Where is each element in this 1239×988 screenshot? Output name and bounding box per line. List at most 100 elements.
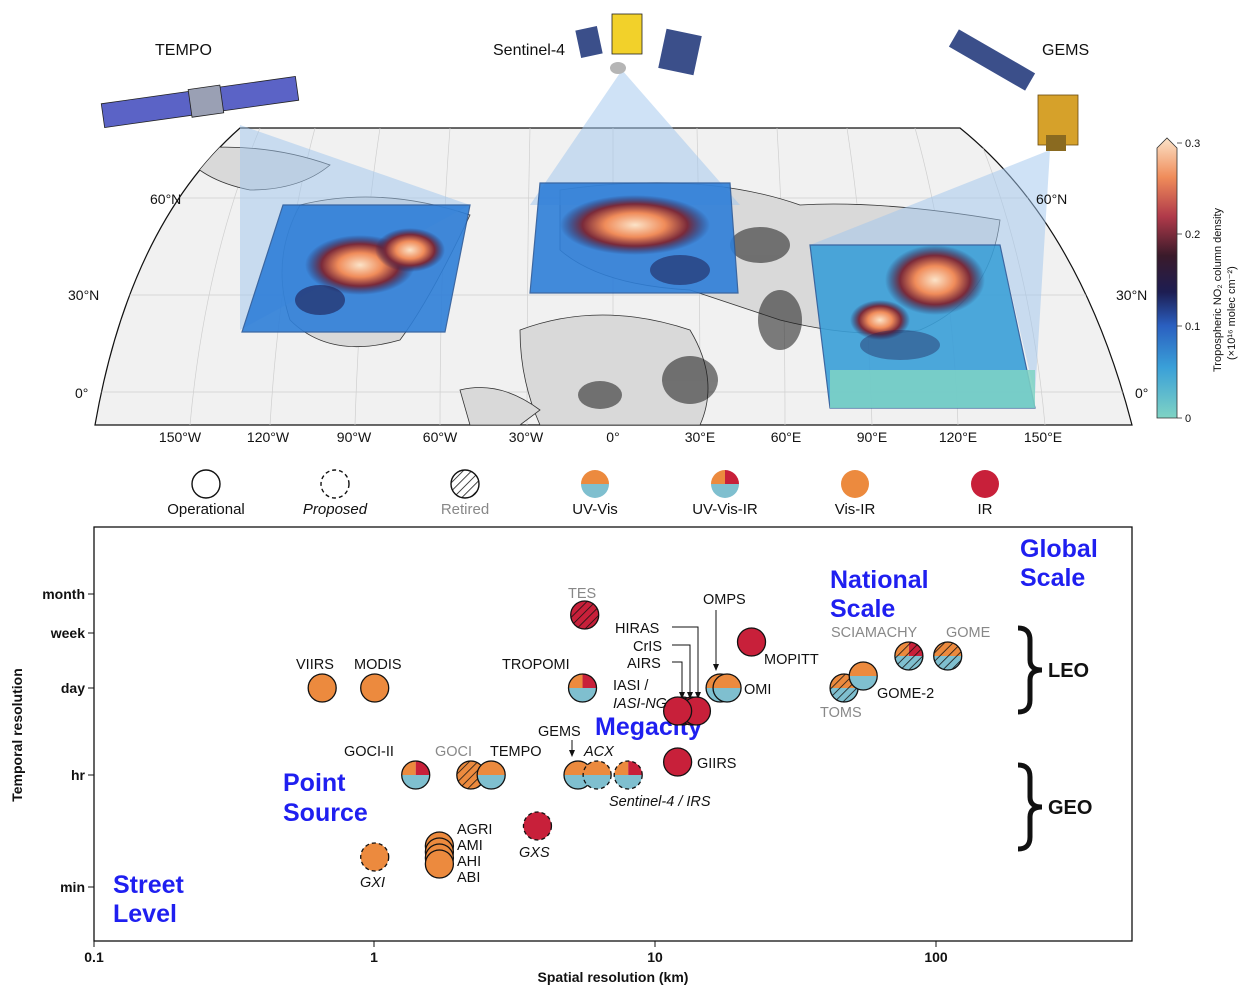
- lat-label-30n-right: 30°N: [1116, 287, 1147, 303]
- inst-label-modis: MODIS: [354, 657, 402, 673]
- lon-label: 120°W: [247, 429, 290, 445]
- legend-item-uvvisir: UV-Vis-IR: [692, 470, 758, 518]
- legend-label: Operational: [167, 501, 245, 518]
- marker-mopitt: [736, 627, 767, 657]
- inst-label-goci: GOCI: [435, 744, 472, 760]
- inst-label-omi: OMI: [744, 682, 771, 698]
- legend-label: Vis-IR: [835, 501, 876, 518]
- y-tick-label: week: [50, 625, 85, 641]
- marker-giirs: [662, 747, 693, 777]
- y-axis-title: Temporal resolution: [9, 668, 25, 802]
- lon-label: 0°: [606, 429, 619, 445]
- inst-label-sciamachy: SCIAMACHY: [831, 625, 918, 641]
- marker-gome: [933, 641, 963, 671]
- inst-label-omps: OMPS: [703, 592, 746, 608]
- inst-label-gxs: GXS: [519, 845, 550, 861]
- plot-frame: [93, 526, 1133, 942]
- resolution-plot: month week day hr min 0.1 1 10 100 Spati…: [9, 526, 1133, 985]
- legend: Operational Proposed Retired UV-Vis UV-V…: [167, 469, 999, 518]
- inst-label-sentinel4-irs: Sentinel-4 / IRS: [609, 794, 711, 810]
- sat-label-sentinel4: Sentinel-4: [493, 42, 565, 59]
- inst-label-mopitt: MOPITT: [764, 652, 819, 668]
- inst-label-tempo: TEMPO: [490, 744, 542, 760]
- legend-item-uvvis: UV-Vis: [572, 470, 618, 518]
- scale-label-point: Point: [283, 769, 346, 797]
- x-tick-labels: 0.1 1 10 100: [84, 949, 948, 965]
- nox-hotspots-gray: [578, 227, 802, 409]
- legend-label: UV-Vis: [572, 501, 618, 518]
- lon-label: 30°E: [685, 429, 716, 445]
- lat-label-30n-left: 30°N: [68, 287, 99, 303]
- lon-label: 150°W: [159, 429, 202, 445]
- sentinel4-beam: [530, 70, 740, 205]
- y-tick-label: month: [42, 586, 85, 602]
- inst-label-gome: GOME: [946, 625, 991, 641]
- colorbar: 0.3 0.2 0.1 0 Tropospheric NO₂ column de…: [1156, 137, 1238, 425]
- scale-label-global: Scale: [1020, 564, 1085, 592]
- marker-goci-ii: [401, 760, 431, 790]
- lon-labels: 150°W 120°W 90°W 60°W 30°W 0° 30°E 60°E …: [159, 429, 1062, 445]
- arrow-heads: [569, 664, 719, 757]
- scale-label-national: Scale: [830, 595, 895, 623]
- marker-modis: [360, 673, 390, 703]
- marker-tes: [570, 600, 600, 630]
- inst-label-hiras: HIRAS: [615, 621, 659, 637]
- inst-label-tes: TES: [568, 586, 596, 602]
- sat-label-gems: GEMS: [1042, 42, 1089, 59]
- legend-item-operational: Operational: [167, 469, 245, 518]
- gems-beam: [810, 150, 1050, 395]
- inst-label-gome2: GOME-2: [877, 686, 934, 702]
- legend-item-retired: Retired: [441, 469, 489, 518]
- lon-label: 60°W: [423, 429, 458, 445]
- gems-satellite-icon: [948, 29, 1079, 151]
- marker-gxs: [522, 811, 553, 841]
- x-axis-ticks: [93, 941, 937, 947]
- legend-label: IR: [978, 501, 993, 518]
- markers: [307, 600, 963, 879]
- lon-label: 30°W: [509, 429, 544, 445]
- sat-label-tempo: TEMPO: [155, 42, 212, 59]
- inst-label-iasi: IASI /: [613, 678, 649, 694]
- marker-omi: [712, 673, 742, 703]
- inst-label-tropomi: TROPOMI: [502, 657, 570, 673]
- marker-tropomi: [567, 673, 598, 703]
- tempo-satellite-icon: [100, 76, 300, 128]
- x-tick-label: 1: [370, 949, 378, 965]
- instrument-labels: VIIRS MODIS TROPOMI TES HIRAS CrIS AIRS …: [296, 586, 991, 891]
- y-tick-label: min: [60, 879, 85, 895]
- lat-label-60n-right: 60°N: [1036, 191, 1067, 207]
- lat-label-0-left: 0°: [75, 385, 88, 401]
- sentinel4-satellite-icon: [575, 13, 702, 76]
- x-tick-label: 0.1: [84, 949, 104, 965]
- legend-label: Retired: [441, 501, 489, 518]
- x-axis-title: Spatial resolution (km): [538, 969, 689, 985]
- gems-coverage: [809, 244, 1036, 409]
- scale-label-street: Level: [113, 900, 177, 928]
- legend-item-proposed: Proposed: [303, 469, 368, 518]
- scale-label-global: Global: [1020, 535, 1098, 563]
- inst-label-giirs: GIIRS: [697, 756, 736, 772]
- inst-label-airs: AIRS: [627, 656, 661, 672]
- sentinel4-coverage: [529, 182, 739, 294]
- inst-label-cris: CrIS: [633, 639, 662, 655]
- colorbar-tick: 0.3: [1185, 138, 1200, 150]
- orbit-braces: LEO GEO: [1017, 625, 1092, 852]
- colorbar-title: Tropospheric NO₂ column density: [1212, 207, 1224, 372]
- inst-label-iasi-ng: IASI-NG: [613, 696, 667, 712]
- lat-label-60n-left: 60°N: [150, 191, 181, 207]
- legend-item-visir: Vis-IR: [835, 470, 876, 518]
- colorbar-units: (×10¹⁶ molec cm⁻²): [1226, 266, 1238, 360]
- lon-label: 90°E: [857, 429, 888, 445]
- inst-label-toms: TOMS: [820, 705, 862, 721]
- inst-label-abi: ABI: [457, 870, 480, 886]
- legend-item-ir: IR: [971, 470, 999, 518]
- y-tick-labels: month week day hr min: [42, 586, 85, 895]
- y-tick-label: hr: [71, 767, 86, 783]
- lon-label: 150°E: [1024, 429, 1062, 445]
- lon-label: 90°W: [337, 429, 372, 445]
- marker-abi: [424, 849, 455, 879]
- x-tick-label: 10: [647, 949, 663, 965]
- orbit-label-leo: LEO: [1048, 660, 1089, 682]
- y-axis-ticks: [88, 593, 94, 888]
- inst-label-viirs: VIIRS: [296, 657, 334, 673]
